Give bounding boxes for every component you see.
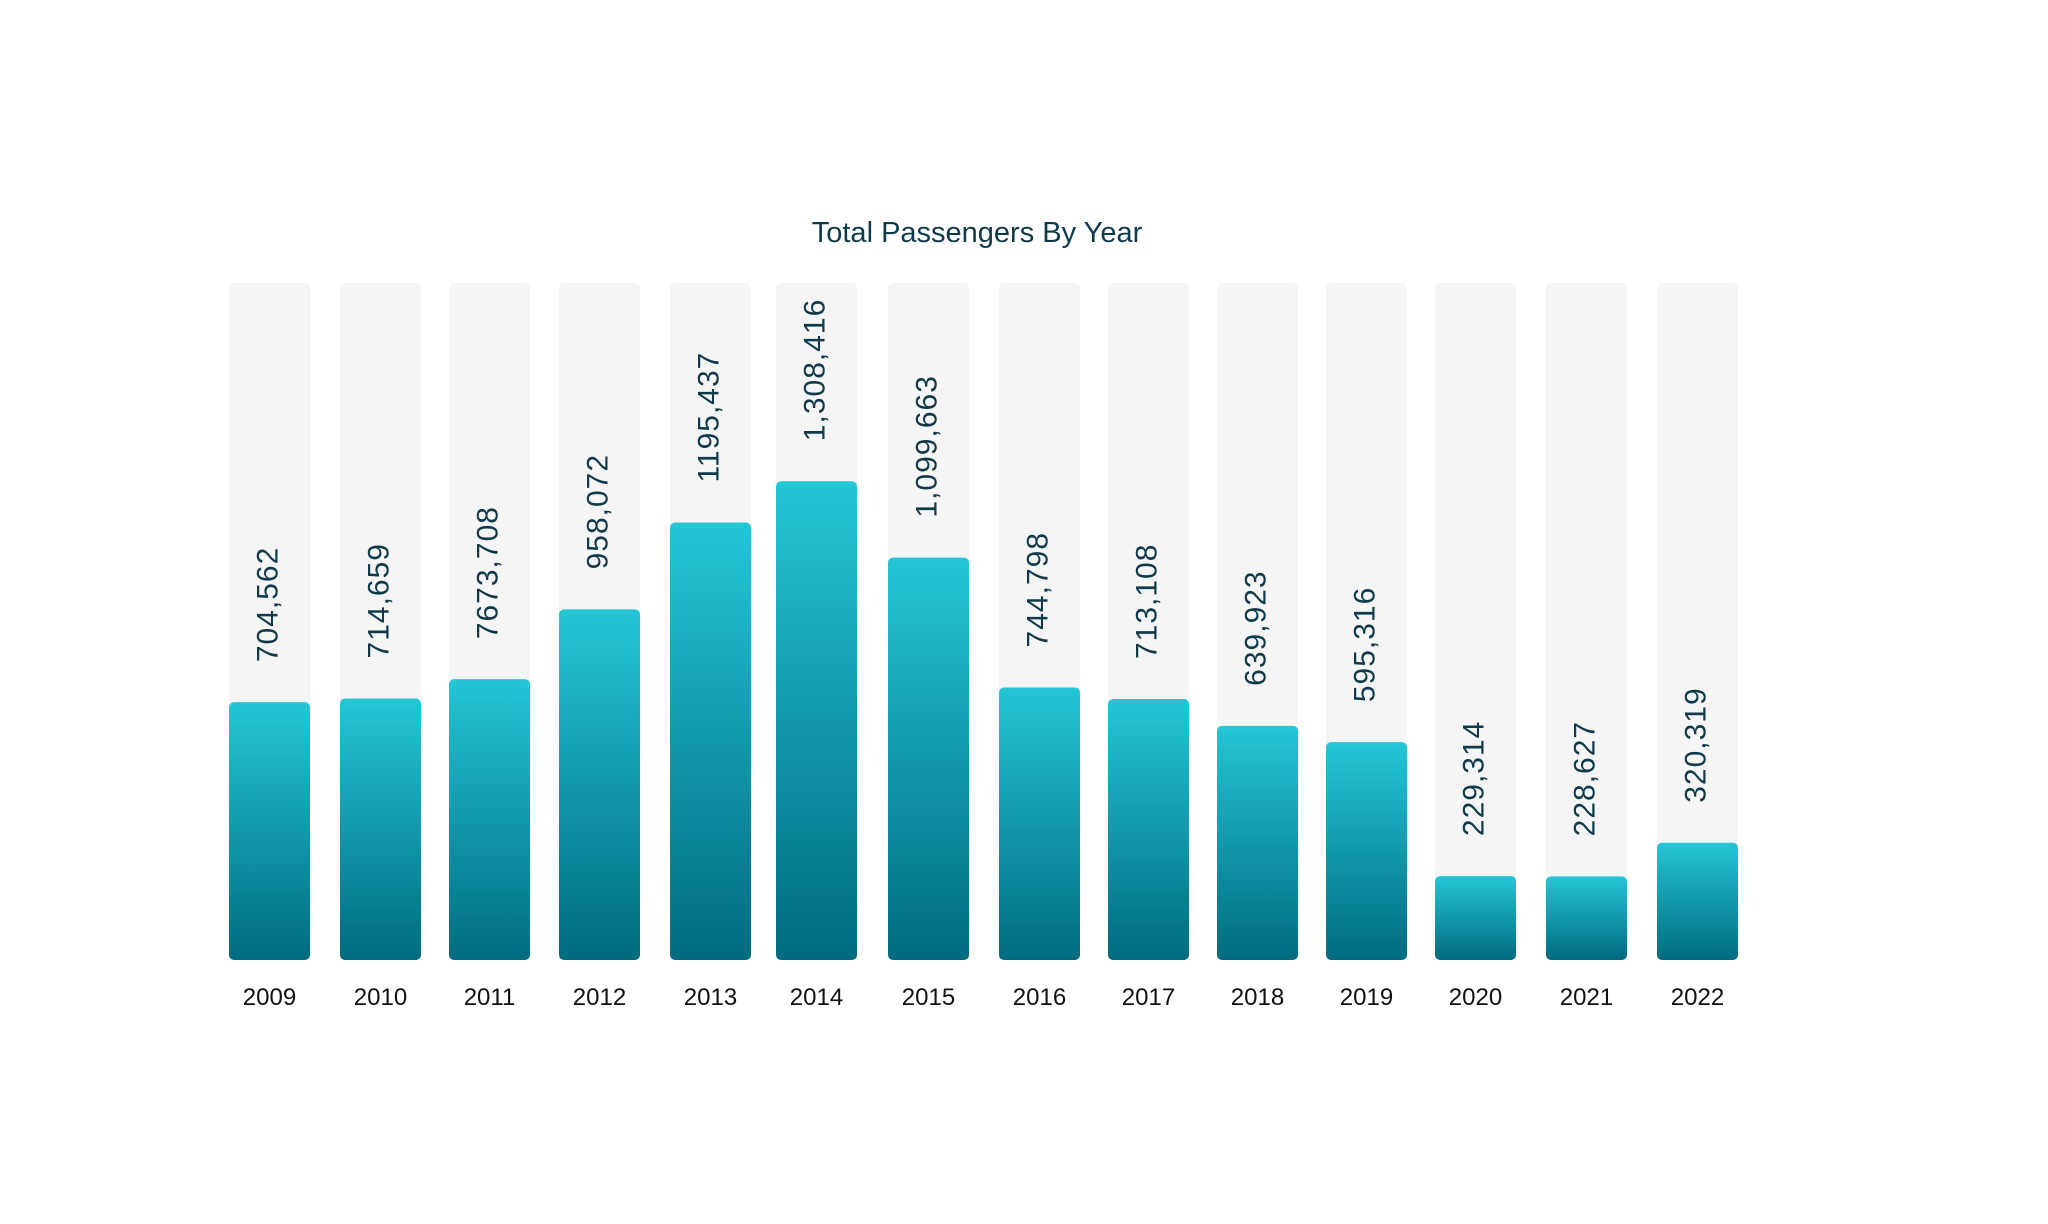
- data-label-2013: 1195,437: [692, 352, 725, 483]
- bar-2009: [229, 702, 310, 960]
- x-tick-label: 2016: [1013, 984, 1066, 1011]
- data-label-2009: 704,562: [251, 547, 284, 662]
- x-tick-label: 2014: [790, 984, 843, 1011]
- bar-2020: [1435, 876, 1516, 960]
- x-tick-label: 2018: [1231, 984, 1284, 1011]
- bar-2022: [1657, 842, 1738, 960]
- bar-2015: [888, 557, 969, 960]
- x-tick-label: 2013: [684, 984, 737, 1011]
- bar-2018: [1217, 725, 1298, 960]
- data-label-2022: 320,319: [1679, 687, 1712, 802]
- x-tick-label: 2021: [1560, 984, 1613, 1011]
- bar-2019: [1326, 742, 1407, 960]
- data-label-2011: 7673,708: [471, 506, 504, 639]
- data-label-2016: 744,798: [1021, 532, 1054, 647]
- bar-2021: [1546, 876, 1627, 960]
- x-tick-label: 2022: [1671, 984, 1724, 1011]
- x-tick-label: 2020: [1449, 984, 1502, 1011]
- bar-2010: [340, 698, 421, 960]
- data-label-2017: 713,108: [1130, 544, 1163, 659]
- data-label-2019: 595,316: [1348, 587, 1381, 702]
- data-label-2014: 1,308,416: [798, 299, 831, 441]
- data-label-2021: 228,627: [1568, 721, 1601, 836]
- x-tick-label: 2017: [1122, 984, 1175, 1011]
- chart-title: Total Passengers By Year: [812, 217, 1143, 249]
- data-label-2010: 714,659: [362, 543, 395, 658]
- bar-2016: [999, 687, 1080, 960]
- bar-2013: [670, 522, 751, 960]
- bar-track: [1657, 283, 1738, 960]
- x-tick-label: 2019: [1340, 984, 1393, 1011]
- x-tick-label: 2009: [243, 984, 296, 1011]
- bar-2014: [776, 481, 857, 960]
- data-label-2012: 958,072: [581, 454, 614, 569]
- bar-track: [1546, 283, 1627, 960]
- data-label-2020: 229,314: [1457, 721, 1490, 836]
- bar-track: [1435, 283, 1516, 960]
- bar-2017: [1108, 699, 1189, 960]
- data-label-2018: 639,923: [1239, 570, 1272, 685]
- x-tick-label: 2011: [464, 984, 516, 1011]
- bar-2011: [449, 679, 530, 960]
- x-tick-label: 2015: [902, 984, 955, 1011]
- data-label-2015: 1,099,663: [910, 375, 943, 517]
- bar-2012: [559, 609, 640, 960]
- x-tick-label: 2012: [573, 984, 626, 1011]
- x-tick-label: 2010: [354, 984, 407, 1011]
